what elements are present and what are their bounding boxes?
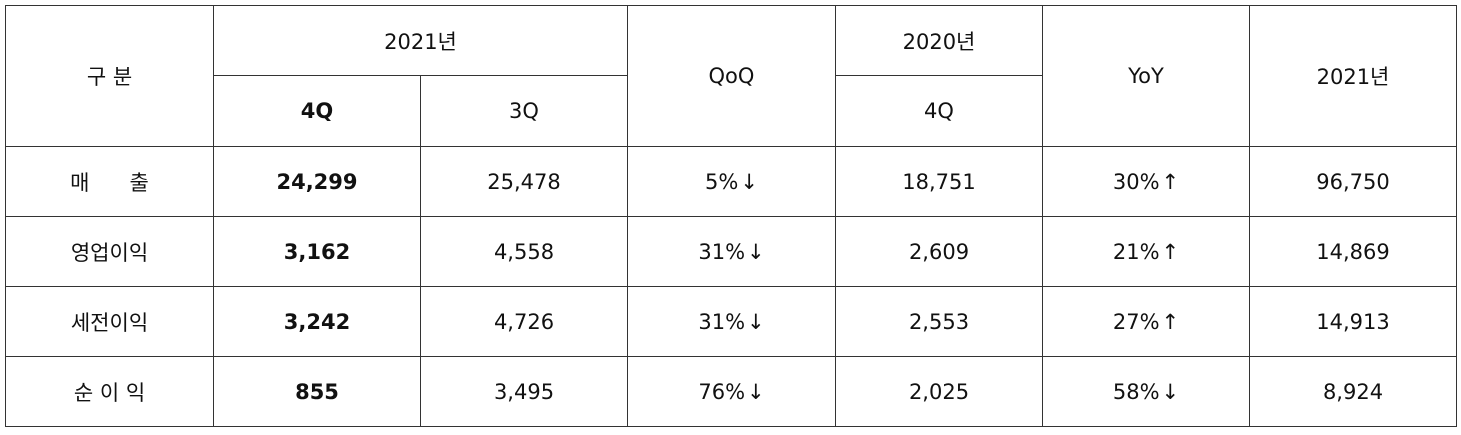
cell-4q: 24,299 xyxy=(213,146,421,217)
yoy-value: 30% xyxy=(1112,169,1160,194)
header-4q-2020: 4Q xyxy=(835,75,1043,147)
cell-3q: 3,495 xyxy=(420,356,628,427)
cell-4q: 3,162 xyxy=(213,216,421,287)
arrow-down-icon: ↓ xyxy=(1161,379,1180,404)
qoq-value: 76% xyxy=(698,379,746,404)
header-yoy: YoY xyxy=(1042,5,1250,147)
cell-yoy: 21%↑ xyxy=(1042,216,1250,287)
cell-4q-2020: 2,609 xyxy=(835,216,1043,287)
cell-qoq: 31%↓ xyxy=(627,216,836,287)
cell-qoq: 76%↓ xyxy=(627,356,836,427)
arrow-down-icon: ↓ xyxy=(747,309,765,334)
cell-total: 8,924 xyxy=(1249,356,1457,427)
cell-yoy: 27%↑ xyxy=(1042,286,1250,357)
header-category: 구 분 xyxy=(5,5,214,147)
arrow-down-icon: ↓ xyxy=(740,169,758,194)
header-row-1: 구 분 2021년 QoQ 2020년 YoY 2021년 xyxy=(5,5,1457,147)
arrow-up-icon: ↑ xyxy=(1161,239,1180,264)
cell-yoy: 58%↓ xyxy=(1042,356,1250,427)
qoq-value: 31% xyxy=(698,309,746,334)
cell-3q: 4,726 xyxy=(420,286,628,357)
cell-4q-2020: 2,553 xyxy=(835,286,1043,357)
arrow-up-icon: ↑ xyxy=(1161,309,1180,334)
financial-table: 구 분 2021년 QoQ 2020년 YoY 2021년 4Q 3Q 4Q 매… xyxy=(5,5,1457,427)
table-row: 매 출 24,299 25,478 5%↓ 18,751 30%↑ 96,750 xyxy=(5,146,1457,217)
cell-4q-2020: 18,751 xyxy=(835,146,1043,217)
cell-qoq: 5%↓ xyxy=(627,146,836,217)
yoy-value: 27% xyxy=(1112,309,1160,334)
header-2020-group: 2020년 xyxy=(835,5,1043,76)
row-label: 세전이익 xyxy=(5,286,214,357)
table-row: 세전이익 3,242 4,726 31%↓ 2,553 27%↑ 14,913 xyxy=(5,286,1457,357)
cell-4q: 3,242 xyxy=(213,286,421,357)
cell-4q: 855 xyxy=(213,356,421,427)
cell-yoy: 30%↑ xyxy=(1042,146,1250,217)
header-row-2: 4Q 3Q 4Q xyxy=(6,75,1457,147)
table-row: 영업이익 3,162 4,558 31%↓ 2,609 21%↑ 14,869 xyxy=(5,216,1457,287)
header-2021-group: 2021년 xyxy=(213,5,628,76)
cell-4q-2020: 2,025 xyxy=(835,356,1043,427)
cell-total: 14,913 xyxy=(1249,286,1457,357)
qoq-value: 31% xyxy=(698,239,746,264)
cell-3q: 25,478 xyxy=(420,146,628,217)
yoy-value: 21% xyxy=(1112,239,1160,264)
header-3q-2021: 3Q xyxy=(420,75,628,147)
header-4q-2021: 4Q xyxy=(213,75,421,147)
header-2021-total: 2021년 xyxy=(1249,5,1457,147)
cell-3q: 4,558 xyxy=(420,216,628,287)
cell-qoq: 31%↓ xyxy=(627,286,836,357)
arrow-down-icon: ↓ xyxy=(747,379,765,404)
table-row: 순 이 익 855 3,495 76%↓ 2,025 58%↓ 8,924 xyxy=(5,356,1457,427)
cell-total: 96,750 xyxy=(1249,146,1457,217)
arrow-up-icon: ↑ xyxy=(1161,169,1180,194)
row-label: 영업이익 xyxy=(5,216,214,287)
cell-total: 14,869 xyxy=(1249,216,1457,287)
arrow-down-icon: ↓ xyxy=(747,239,765,264)
yoy-value: 58% xyxy=(1112,379,1160,404)
row-label: 매 출 xyxy=(5,146,214,217)
row-label: 순 이 익 xyxy=(5,356,214,427)
qoq-value: 5% xyxy=(705,169,739,194)
header-qoq: QoQ xyxy=(627,5,836,147)
